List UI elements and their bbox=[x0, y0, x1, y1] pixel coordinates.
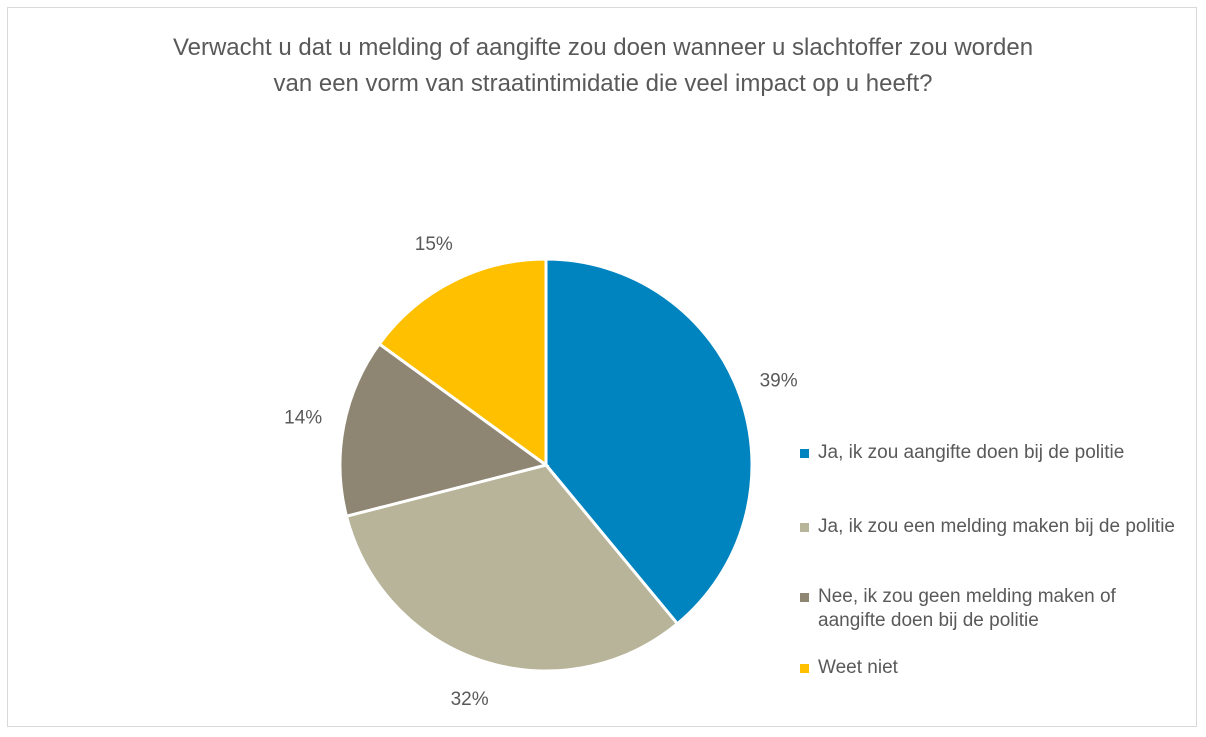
data-label: 15% bbox=[415, 234, 453, 255]
legend-label: Ja, ik zou een melding maken bij de poli… bbox=[818, 516, 1175, 537]
legend-item: Ja, ik zou een melding maken bij de poli… bbox=[798, 515, 1188, 539]
legend-item: Nee, ik zou geen melding maken of aangif… bbox=[798, 585, 1188, 633]
pie-slice bbox=[344, 463, 680, 673]
chart-title-wrap: Verwacht u dat u melding of aangifte zou… bbox=[0, 30, 1206, 102]
pie-slice bbox=[377, 257, 548, 468]
legend-label: Weet niet bbox=[818, 657, 898, 678]
legend-item: Weet niet bbox=[798, 656, 1188, 680]
legend-marker bbox=[800, 664, 809, 673]
legend-label: Nee, ik zou geen melding maken of aangif… bbox=[818, 586, 1116, 631]
legend-marker bbox=[800, 523, 809, 532]
data-label: 39% bbox=[760, 370, 798, 391]
legend-item: Ja, ik zou aangifte doen bij de politie bbox=[798, 441, 1188, 465]
pie-slice bbox=[544, 257, 754, 626]
legend-marker bbox=[800, 449, 809, 458]
data-label: 14% bbox=[284, 408, 322, 429]
legend-label: Ja, ik zou aangifte doen bij de politie bbox=[818, 442, 1125, 463]
chart-frame bbox=[7, 7, 1197, 727]
data-label: 32% bbox=[451, 689, 489, 710]
legend-marker bbox=[800, 593, 809, 602]
chart-title: Verwacht u dat u melding of aangifte zou… bbox=[172, 34, 1034, 97]
pie-slice bbox=[338, 341, 550, 519]
